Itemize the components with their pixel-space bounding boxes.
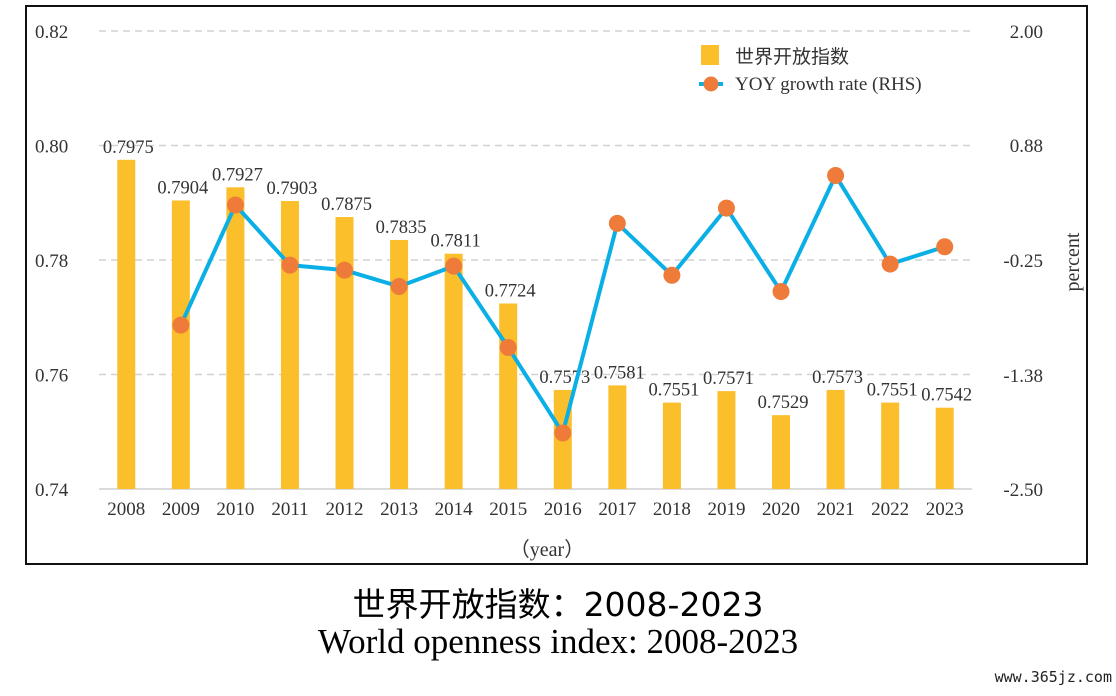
x-tick-label: 2009 bbox=[162, 499, 200, 520]
bar-data-label: 0.7903 bbox=[267, 179, 318, 199]
bar bbox=[390, 239, 409, 489]
left-tick-label: 0.80 bbox=[35, 137, 68, 158]
bar bbox=[444, 253, 463, 489]
bar bbox=[881, 402, 900, 489]
bar bbox=[171, 200, 190, 489]
left-axis-ticks: 0.74 0.76 0.78 0.80 0.82 bbox=[35, 22, 69, 501]
growth-rate-point bbox=[608, 214, 626, 232]
right-tick-label: -2.50 bbox=[1003, 480, 1043, 501]
bar bbox=[226, 187, 245, 490]
x-tick-label: 2016 bbox=[544, 499, 582, 520]
bar-data-label: 0.7875 bbox=[321, 195, 372, 215]
right-tick-label: -1.38 bbox=[1003, 366, 1043, 387]
growth-rate-point bbox=[172, 316, 190, 334]
right-tick-label: -0.25 bbox=[1003, 251, 1043, 272]
x-tick-label: 2023 bbox=[926, 499, 964, 520]
x-tick-label: 2018 bbox=[653, 499, 691, 520]
legend-bar-swatch bbox=[701, 45, 719, 65]
growth-rate-point bbox=[390, 277, 408, 295]
growth-rate-point bbox=[936, 238, 954, 256]
x-tick-label: 2021 bbox=[817, 499, 855, 520]
right-axis-ticks: -2.50 -1.38 -0.25 0.88 2.00 bbox=[1003, 22, 1043, 501]
bar-data-label: 0.7724 bbox=[485, 282, 536, 302]
bar-data-label: 0.7573 bbox=[539, 368, 590, 388]
bar bbox=[772, 415, 791, 489]
bar bbox=[335, 217, 354, 489]
bar bbox=[826, 389, 845, 489]
growth-rate-point bbox=[281, 256, 299, 274]
bar-data-label: 0.7573 bbox=[812, 368, 863, 388]
growth-rate-point bbox=[827, 167, 845, 185]
growth-rate-point bbox=[717, 199, 735, 217]
bar bbox=[662, 402, 681, 489]
left-tick-label: 0.82 bbox=[35, 22, 68, 43]
bar bbox=[280, 201, 299, 489]
legend-bar-label: 世界开放指数 bbox=[735, 46, 849, 68]
right-tick-label: 0.88 bbox=[1010, 136, 1043, 157]
x-tick-label: 2014 bbox=[435, 499, 474, 520]
x-tick-label: 2013 bbox=[380, 499, 418, 520]
bar bbox=[499, 303, 518, 489]
bar-series bbox=[117, 159, 954, 490]
bar-data-label: 0.7571 bbox=[703, 369, 754, 389]
bar-data-label: 0.7811 bbox=[431, 232, 481, 252]
legend-line-label: YOY growth rate (RHS) bbox=[735, 74, 922, 95]
bar-data-label: 0.7927 bbox=[212, 165, 263, 185]
left-tick-label: 0.78 bbox=[35, 251, 68, 272]
x-tick-label: 2010 bbox=[216, 499, 254, 520]
bar-data-label: 0.7542 bbox=[921, 386, 972, 406]
growth-rate-point bbox=[226, 196, 244, 214]
bar-data-label: 0.7581 bbox=[594, 363, 645, 383]
growth-rate-point bbox=[445, 257, 463, 275]
legend: 世界开放指数 YOY growth rate (RHS) bbox=[699, 45, 922, 95]
x-tick-label: 2017 bbox=[598, 499, 636, 520]
bar bbox=[717, 391, 736, 489]
left-tick-label: 0.76 bbox=[35, 366, 68, 387]
bar-data-label: 0.7975 bbox=[103, 138, 154, 158]
bar-data-label: 0.7551 bbox=[648, 381, 699, 401]
x-axis-label: （year） bbox=[510, 538, 584, 561]
right-axis-label: percent bbox=[1062, 232, 1084, 291]
bar-data-label: 0.7835 bbox=[376, 218, 427, 238]
bar bbox=[117, 159, 136, 489]
chart-frame: 0.74 0.76 0.78 0.80 0.82 -2.50 -1.38 -0.25 0.88… bbox=[25, 5, 1088, 565]
x-tick-label: 2008 bbox=[107, 499, 145, 520]
x-tick-label: 2022 bbox=[871, 499, 909, 520]
caption-chinese: 世界开放指数：2008-2023 bbox=[352, 585, 764, 624]
line-markers bbox=[172, 167, 954, 442]
x-tick-label: 2020 bbox=[762, 499, 800, 520]
bar bbox=[608, 385, 627, 489]
x-tick-label: 2019 bbox=[707, 499, 745, 520]
growth-rate-point bbox=[554, 424, 572, 442]
bar-data-label: 0.7551 bbox=[867, 381, 918, 401]
x-tick-label: 2011 bbox=[271, 499, 308, 520]
growth-rate-point bbox=[663, 266, 681, 284]
legend-line-marker bbox=[703, 76, 719, 92]
caption-english: World openness index: 2008-2023 bbox=[317, 622, 799, 661]
x-axis-ticks: 2008 2009 2010 2011 2012 2013 2014 2015 2016 2017… bbox=[107, 499, 963, 520]
x-tick-label: 2015 bbox=[489, 499, 527, 520]
bar-data-label: 0.7529 bbox=[758, 393, 809, 413]
left-tick-label: 0.74 bbox=[35, 480, 69, 501]
growth-rate-point bbox=[772, 283, 790, 301]
x-tick-label: 2012 bbox=[326, 499, 364, 520]
bar bbox=[935, 407, 954, 489]
bar-data-label: 0.7904 bbox=[157, 178, 208, 198]
right-tick-label: 2.00 bbox=[1010, 22, 1043, 43]
growth-rate-point bbox=[336, 261, 354, 279]
growth-rate-point bbox=[499, 339, 517, 357]
gridlines bbox=[99, 30, 972, 490]
watermark: www.365jz.com bbox=[994, 668, 1112, 686]
bar-data-labels: 0.79750.79040.79270.79030.78750.78350.78… bbox=[103, 138, 972, 413]
chart-svg: 0.74 0.76 0.78 0.80 0.82 -2.50 -1.38 -0.25 0.88… bbox=[35, 22, 1084, 561]
growth-rate-point bbox=[881, 255, 899, 273]
